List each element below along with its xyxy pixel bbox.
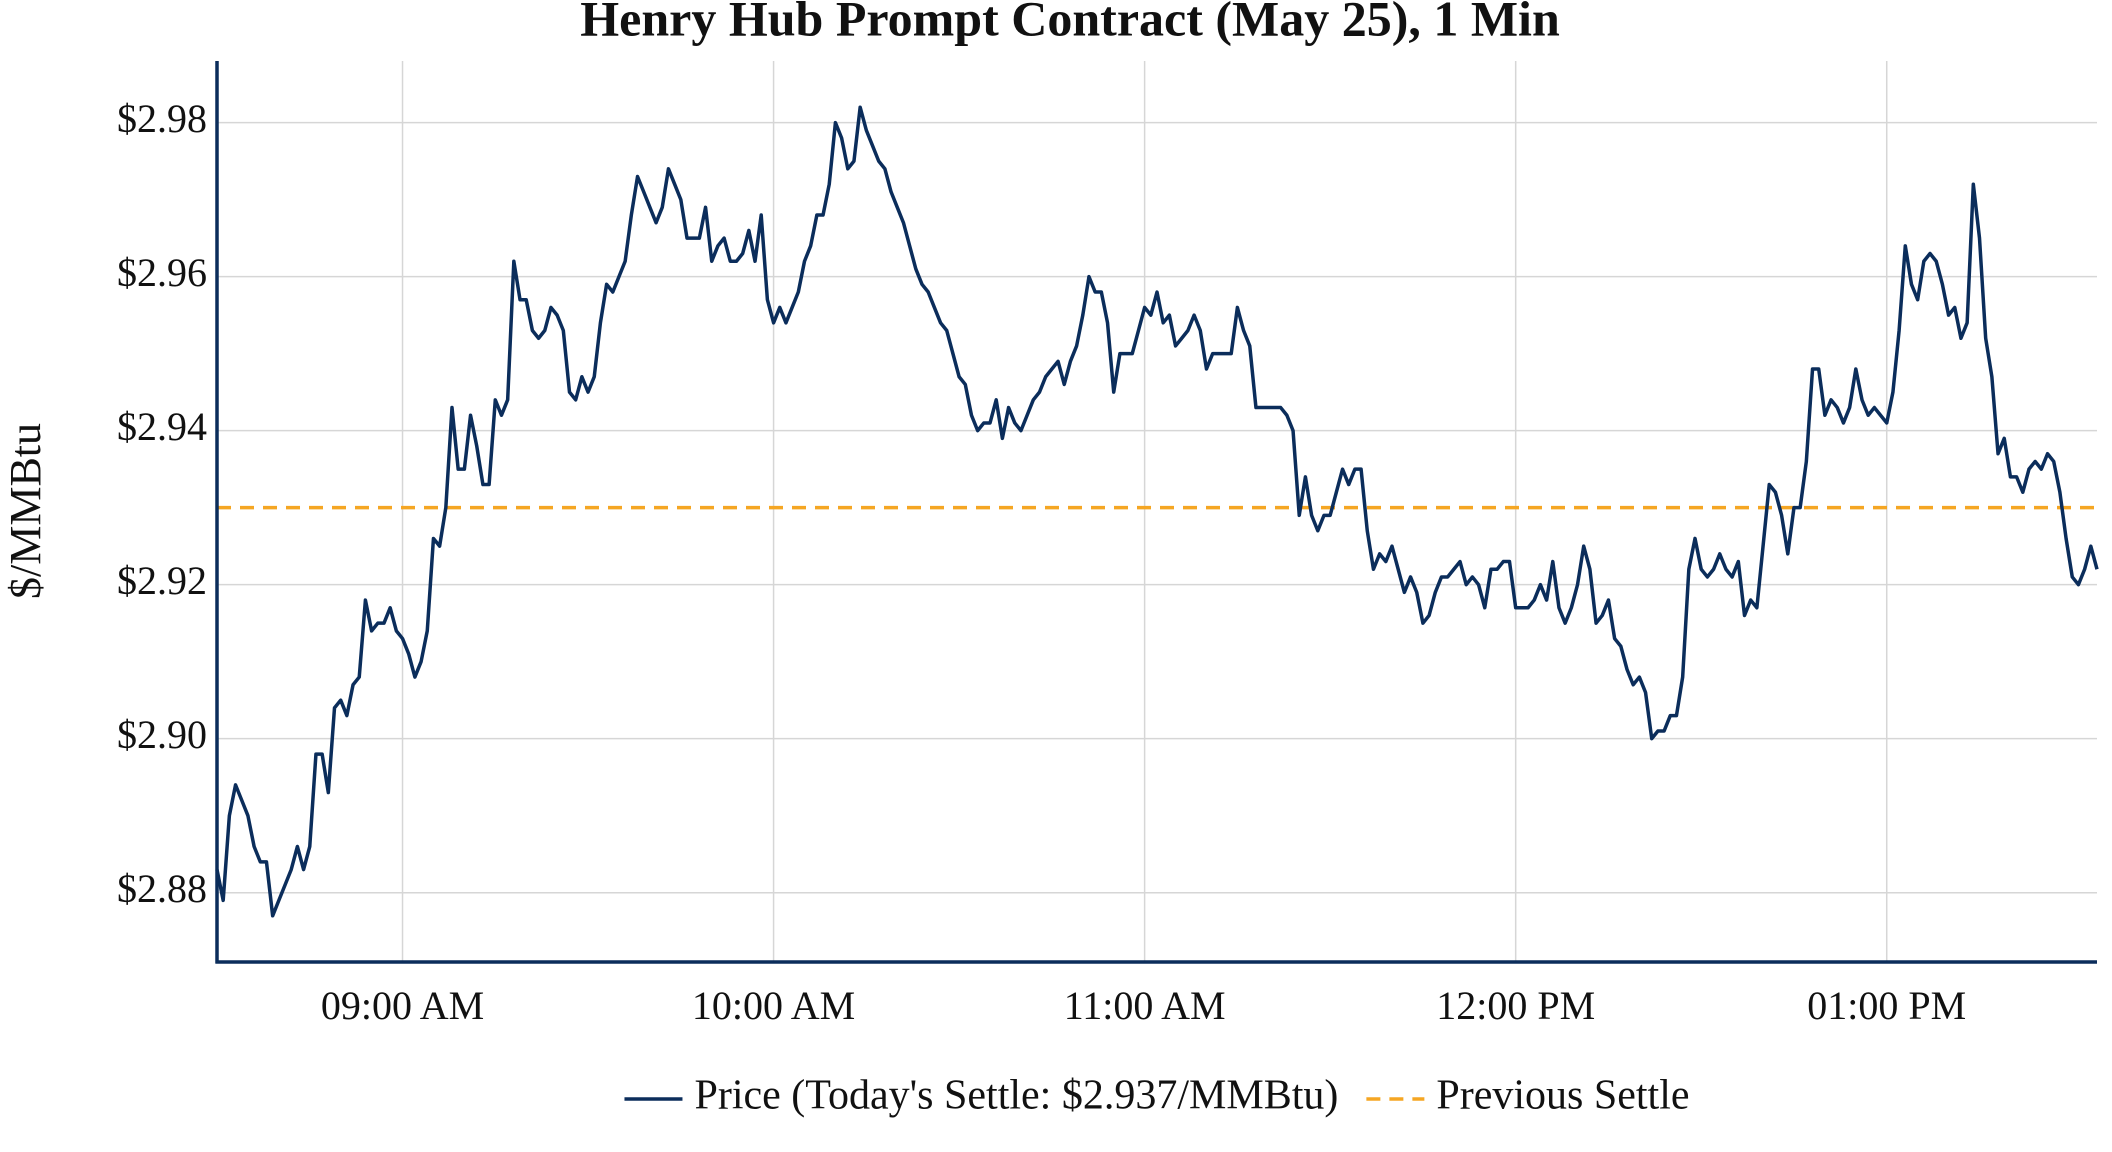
- y-tick-label: $2.96: [117, 250, 207, 295]
- y-tick-label: $2.88: [117, 866, 207, 911]
- y-axis-title: $/MMBtu: [1, 423, 50, 599]
- y-tick-label: $2.94: [117, 404, 207, 449]
- x-tick-label: 09:00 AM: [321, 983, 484, 1028]
- x-tick-label: 10:00 AM: [692, 983, 855, 1028]
- x-tick-label: 01:00 PM: [1807, 983, 1966, 1028]
- x-tick-label: 11:00 AM: [1064, 983, 1226, 1028]
- legend-label: Price (Today's Settle: $2.937/MMBtu): [694, 1073, 1338, 1119]
- y-tick-label: $2.90: [117, 712, 207, 757]
- y-tick-label: $2.92: [117, 558, 207, 603]
- legend-label: Previous Settle: [1436, 1073, 1689, 1119]
- chart-title: Henry Hub Prompt Contract (May 25), 1 Mi…: [580, 0, 1560, 46]
- price-line: [215, 105, 2099, 918]
- y-tick-label: $2.98: [117, 96, 207, 141]
- x-tick-label: 12:00 PM: [1436, 983, 1595, 1028]
